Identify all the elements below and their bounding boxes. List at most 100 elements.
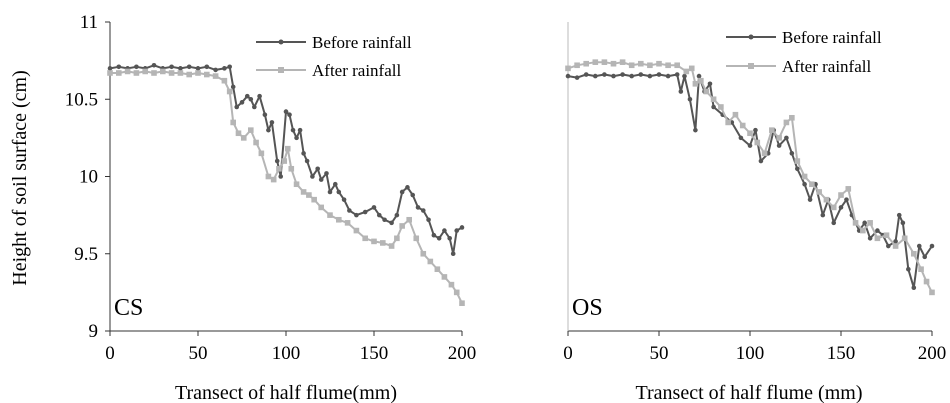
data-point-after-rainfall	[665, 62, 671, 69]
data-point-before-rainfall	[257, 93, 262, 99]
legend-label-before: Before rainfall	[312, 33, 412, 52]
data-point-before-rainfall	[362, 209, 368, 215]
data-point-before-rainfall	[278, 174, 284, 179]
data-point-after-rainfall	[344, 220, 351, 226]
data-point-before-rainfall	[431, 232, 437, 238]
data-point-before-rainfall	[213, 67, 218, 73]
data-point-before-rainfall	[565, 73, 571, 79]
data-point-before-rainfall	[186, 64, 192, 70]
data-point-after-rainfall	[248, 127, 254, 133]
data-point-before-rainfall	[262, 112, 268, 117]
data-point-before-rainfall	[324, 171, 329, 176]
data-point-before-rainfall	[376, 212, 382, 218]
data-point-after-rainfall	[776, 135, 782, 141]
data-point-after-rainfall	[186, 71, 192, 78]
data-point-after-rainfall	[794, 158, 801, 164]
data-point-before-rainfall	[647, 73, 653, 79]
data-point-after-rainfall	[565, 65, 571, 72]
data-point-before-rainfall	[682, 73, 687, 79]
x-axis-title: Transect of half flume (mm)	[636, 382, 863, 403]
series-line-after-rainfall	[567, 61, 933, 293]
data-point-after-rainfall	[918, 266, 924, 272]
data-point-after-rainfall	[265, 173, 272, 180]
data-point-before-rainfall	[707, 81, 713, 87]
data-point-before-rainfall	[315, 166, 320, 172]
data-point-before-rainfall	[454, 228, 460, 233]
data-point-before-rainfall	[116, 64, 122, 70]
data-point-before-rainfall	[347, 208, 352, 213]
data-point-before-rainfall	[248, 96, 254, 102]
data-point-before-rainfall	[867, 236, 873, 241]
data-point-before-rainfall	[195, 66, 201, 71]
data-point-before-rainfall	[274, 158, 280, 164]
data-point-before-rainfall	[450, 251, 456, 257]
data-point-before-rainfall	[304, 158, 310, 164]
data-point-before-rainfall	[310, 174, 315, 179]
data-point-before-rainfall	[916, 243, 922, 249]
data-point-before-rainfall	[906, 266, 911, 272]
data-point-after-rainfall	[311, 196, 317, 203]
data-point-before-rainfall	[389, 220, 394, 226]
data-point-after-rainfall	[293, 181, 300, 188]
data-point-after-rainfall	[911, 250, 917, 257]
data-point-before-rainfall	[711, 104, 716, 110]
data-point-before-rainfall	[230, 84, 236, 90]
data-point-before-rainfall	[222, 66, 227, 71]
data-point-after-rainfall	[628, 62, 635, 69]
data-point-after-rainfall	[592, 59, 599, 65]
data-point-before-rainfall	[922, 254, 928, 260]
data-point-after-rainfall	[823, 196, 830, 203]
data-point-after-rainfall	[769, 127, 775, 133]
data-point-before-rainfall	[795, 166, 800, 172]
y-axis-title: Height of soil surface (cm)	[9, 70, 31, 285]
data-point-before-rainfall	[656, 72, 662, 77]
data-point-after-rainfall	[434, 266, 441, 272]
x-tick-label: 0	[105, 343, 115, 364]
data-point-before-rainfall	[831, 220, 837, 226]
data-point-before-rainfall	[638, 72, 644, 77]
data-point-before-rainfall	[234, 104, 240, 110]
data-point-before-rainfall	[583, 72, 589, 77]
data-point-before-rainfall	[107, 66, 113, 71]
data-point-before-rainfall	[382, 217, 387, 223]
data-point-after-rainfall	[619, 59, 626, 65]
legend-marker-before	[278, 39, 284, 45]
data-point-after-rainfall	[732, 111, 739, 118]
data-point-after-rainfall	[725, 119, 731, 126]
legend-marker-after	[748, 63, 754, 69]
data-point-before-rainfall	[747, 143, 753, 148]
y-tick-label: 11	[80, 12, 98, 33]
y-tick-label: 10.5	[65, 89, 98, 110]
data-point-before-rainfall	[297, 127, 303, 133]
data-point-after-rainfall	[688, 65, 695, 72]
x-tick-label: 200	[448, 343, 477, 364]
data-point-before-rainfall	[341, 197, 347, 202]
data-point-before-rainfall	[593, 73, 598, 79]
x-tick-label: 150	[827, 343, 856, 364]
data-point-before-rainfall	[862, 220, 867, 226]
legend: Before rainfall After rainfall	[726, 28, 882, 76]
data-point-after-rainfall	[306, 192, 312, 198]
data-point-after-rainfall	[288, 165, 295, 172]
data-point-before-rainfall	[789, 151, 795, 156]
x-tick-label: 0	[563, 343, 573, 364]
data-point-before-rainfall	[674, 72, 680, 77]
data-point-after-rainfall	[195, 70, 201, 76]
data-point-after-rainfall	[362, 235, 368, 242]
data-point-after-rainfall	[253, 139, 259, 146]
x-tick-label: 50	[189, 343, 208, 364]
data-point-before-rainfall	[332, 181, 338, 187]
data-point-after-rainfall	[276, 165, 282, 172]
data-point-after-rainfall	[459, 300, 465, 306]
data-point-after-rainfall	[656, 60, 662, 67]
data-point-before-rainfall	[283, 109, 289, 114]
data-point-before-rainfall	[169, 64, 174, 70]
data-point-after-rainfall	[380, 240, 386, 246]
x-tick-label: 150	[360, 343, 389, 364]
data-point-after-rainfall	[710, 96, 717, 103]
data-point-before-rainfall	[269, 120, 275, 125]
data-point-before-rainfall	[447, 236, 452, 241]
data-point-after-rainfall	[574, 62, 580, 69]
data-point-before-rainfall	[893, 239, 898, 244]
data-point-before-rainfall	[227, 64, 232, 70]
